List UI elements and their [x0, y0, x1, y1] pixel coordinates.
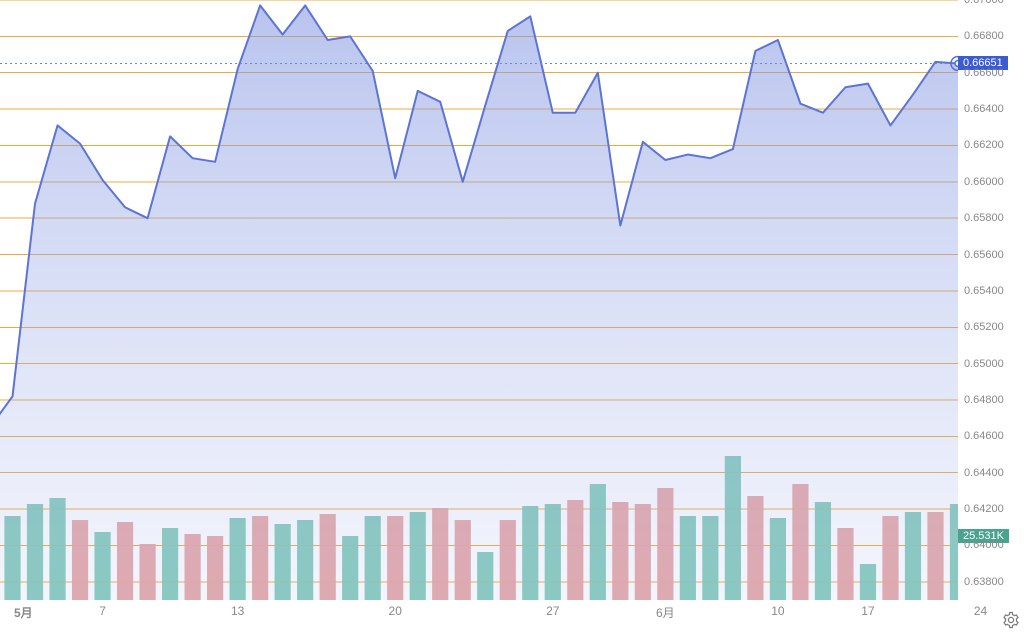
x-tick-label: 10 [771, 604, 784, 618]
y-tick-label: 0.66400 [964, 103, 1004, 115]
x-tick-label: 5月 [14, 604, 33, 621]
y-tick-label: 0.64200 [964, 503, 1004, 515]
y-axis: 0.66651 25.531K 0.670000.668000.666000.6… [958, 0, 1024, 600]
y-tick-label: 0.64600 [964, 430, 1004, 442]
chart-svg [0, 0, 958, 600]
y-tick-label: 0.64400 [964, 467, 1004, 479]
y-tick-label: 0.66000 [964, 176, 1004, 188]
chart-container: 0.66651 25.531K 0.670000.668000.666000.6… [0, 0, 1024, 633]
y-tick-label: 0.66200 [964, 139, 1004, 151]
x-tick-label: 7 [99, 604, 106, 618]
y-tick-label: 0.65200 [964, 321, 1004, 333]
y-tick-label: 0.65800 [964, 212, 1004, 224]
settings-button[interactable] [1002, 611, 1020, 629]
x-tick-label: 20 [389, 604, 402, 618]
y-tick-label: 0.66800 [964, 30, 1004, 42]
y-tick-label: 0.63800 [964, 576, 1004, 588]
x-tick-label: 17 [861, 604, 874, 618]
plot-area[interactable] [0, 0, 958, 600]
gear-icon [1002, 611, 1020, 629]
y-tick-label: 0.66600 [964, 67, 1004, 79]
x-tick-label: 13 [231, 604, 244, 618]
y-tick-label: 0.65400 [964, 285, 1004, 297]
y-tick-label: 0.67000 [964, 0, 1004, 6]
x-tick-label: 27 [546, 604, 559, 618]
x-axis: 5月71320276月101724 [0, 600, 958, 633]
y-tick-label: 0.64800 [964, 394, 1004, 406]
x-tick-label: 6月 [656, 604, 675, 621]
y-tick-label: 0.65000 [964, 358, 1004, 370]
y-tick-label: 0.64000 [964, 539, 1004, 551]
x-tick-label: 24 [974, 604, 987, 618]
price-area [0, 5, 958, 600]
y-tick-label: 0.65600 [964, 249, 1004, 261]
